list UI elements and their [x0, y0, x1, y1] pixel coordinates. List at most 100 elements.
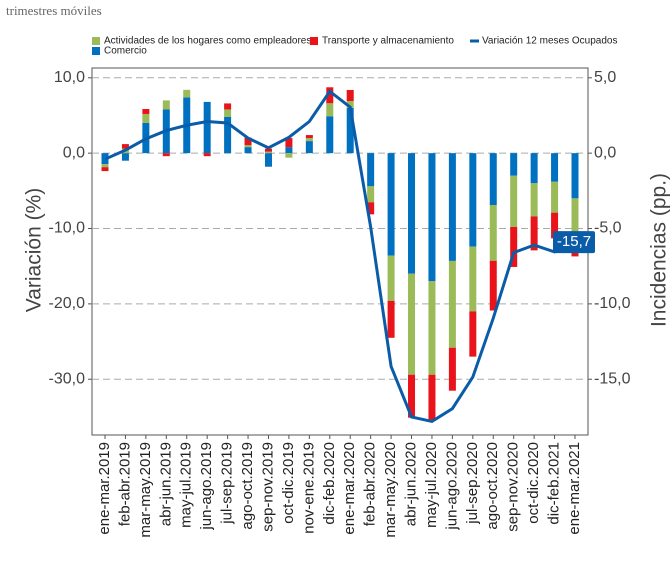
- bar-segment: [510, 175, 518, 228]
- bar-segment: [510, 153, 518, 176]
- y-tick-label: -10,0: [49, 220, 86, 237]
- x-tick-label: sep-nov.2019: [259, 442, 276, 532]
- x-tick-label: feb-abr.2019: [116, 442, 133, 526]
- bar-segment: [326, 87, 334, 104]
- bar-segment: [387, 153, 395, 256]
- bar-segment: [367, 186, 375, 203]
- legend-key: [92, 37, 100, 45]
- y2-tick-label: -10,0: [594, 295, 631, 312]
- bar-segment: [346, 90, 354, 102]
- bar-segment: [448, 347, 456, 391]
- bar-segment: [121, 153, 129, 161]
- x-tick-label: ago-oct.2020: [484, 442, 501, 530]
- bar-segment: [346, 101, 354, 108]
- bar-segment: [305, 138, 313, 142]
- x-tick-label: jun-ago.2019: [198, 442, 215, 531]
- x-tick-label: jul-sep.2020: [464, 442, 481, 525]
- bar-segment: [203, 101, 211, 154]
- bar-segment: [101, 167, 109, 172]
- bar-segment: [448, 260, 456, 348]
- x-tick-label: jul-sep.2019: [219, 442, 236, 525]
- y-tick-label: -20,0: [49, 295, 86, 312]
- bar-segment: [489, 205, 497, 261]
- x-tick-label: abr-jun.2020: [402, 442, 419, 526]
- x-tick-label: ene-mar.2020: [341, 442, 358, 535]
- bar-segment: [326, 103, 334, 117]
- bar-segment: [121, 144, 129, 149]
- x-tick-label: may-jul.2019: [178, 442, 195, 528]
- y-tick-label: 10,0: [54, 69, 85, 86]
- x-tick-label: dic-feb.2021: [546, 442, 563, 525]
- bar-segment: [244, 147, 252, 154]
- x-tick-label: jun-ago.2020: [443, 442, 460, 531]
- bar-segment: [551, 212, 559, 239]
- bar-segment: [408, 273, 416, 375]
- bar-segment: [224, 116, 232, 154]
- bar-segment: [264, 153, 272, 167]
- bar-segment: [142, 108, 150, 114]
- x-tick-label: oct-dic.2020: [525, 442, 542, 524]
- bar-segment: [244, 145, 252, 148]
- legend-key: [310, 37, 318, 45]
- legend-key: [92, 47, 100, 55]
- x-tick-label: ago-oct.2019: [239, 442, 256, 530]
- x-tick-label: feb-abr.2020: [362, 442, 379, 526]
- bar-segment: [224, 103, 232, 110]
- bar-segment: [285, 147, 293, 154]
- bar-segment: [346, 107, 354, 154]
- x-tick-label: nov-ene.2019: [300, 442, 317, 534]
- x-tick-label: ene-mar.2021: [566, 442, 583, 535]
- bar-segment: [408, 374, 416, 418]
- bar-segment: [305, 135, 313, 139]
- y-tick-label: -30,0: [49, 370, 86, 387]
- bar-segment: [489, 153, 497, 206]
- bar-segment: [448, 153, 456, 261]
- bar-segment: [551, 181, 559, 213]
- bar-segment: [203, 153, 211, 157]
- bar-segment: [244, 137, 252, 146]
- bar-segment: [428, 153, 436, 282]
- bar-segment: [387, 255, 395, 301]
- bar-segment: [224, 109, 232, 117]
- x-tick-label: ene-mar.2019: [96, 442, 113, 535]
- x-tick-label: sep-nov.2020: [505, 442, 522, 532]
- y-tick-label: 0,0: [63, 144, 85, 161]
- bar-segment: [408, 153, 416, 274]
- bar-segment: [367, 202, 375, 215]
- y2-tick-label: 0,0: [594, 144, 616, 161]
- bar-segment: [326, 116, 334, 154]
- bar-segment: [387, 300, 395, 338]
- bar-segment: [428, 374, 436, 420]
- y2-tick-label: -5,0: [594, 220, 622, 237]
- annotation: -15,7: [557, 233, 591, 250]
- legend-label: Transporte y almacenamiento: [322, 36, 454, 47]
- legend-label: Comercio: [104, 46, 147, 57]
- bar-segment: [428, 281, 436, 375]
- bar-segment: [285, 153, 293, 158]
- bar-segment: [530, 183, 538, 217]
- y2-axis-title: Incidencias (pp.): [648, 173, 670, 327]
- x-tick-label: abr-jun.2019: [157, 442, 174, 526]
- legend-label: Variación 12 meses Ocupados: [482, 36, 617, 47]
- x-tick-label: may-jul.2020: [423, 442, 440, 528]
- y2-tick-label: 5,0: [594, 69, 616, 86]
- bar-segment: [551, 153, 559, 182]
- legend-key: [470, 39, 479, 43]
- bar-segment: [367, 153, 375, 187]
- x-tick-label: oct-dic.2019: [280, 442, 297, 524]
- legend-label: Actividades de los hogares como empleado…: [104, 36, 311, 47]
- x-tick-label: mar-may.2019: [137, 442, 154, 538]
- bar-segment: [162, 153, 170, 157]
- bar-segment: [285, 138, 293, 148]
- bar-segment: [264, 148, 272, 152]
- chart-subtitle: trimestres móviles: [6, 3, 102, 18]
- bar-segment: [469, 246, 477, 312]
- x-tick-label: dic-feb.2020: [321, 442, 338, 525]
- x-tick-label: mar-may.2020: [382, 442, 399, 538]
- bar-segment: [571, 198, 579, 235]
- bar-segment: [305, 141, 313, 154]
- bar-segment: [183, 89, 191, 98]
- y-axis-title: Variación (%): [23, 188, 46, 312]
- bar-segment: [530, 153, 538, 184]
